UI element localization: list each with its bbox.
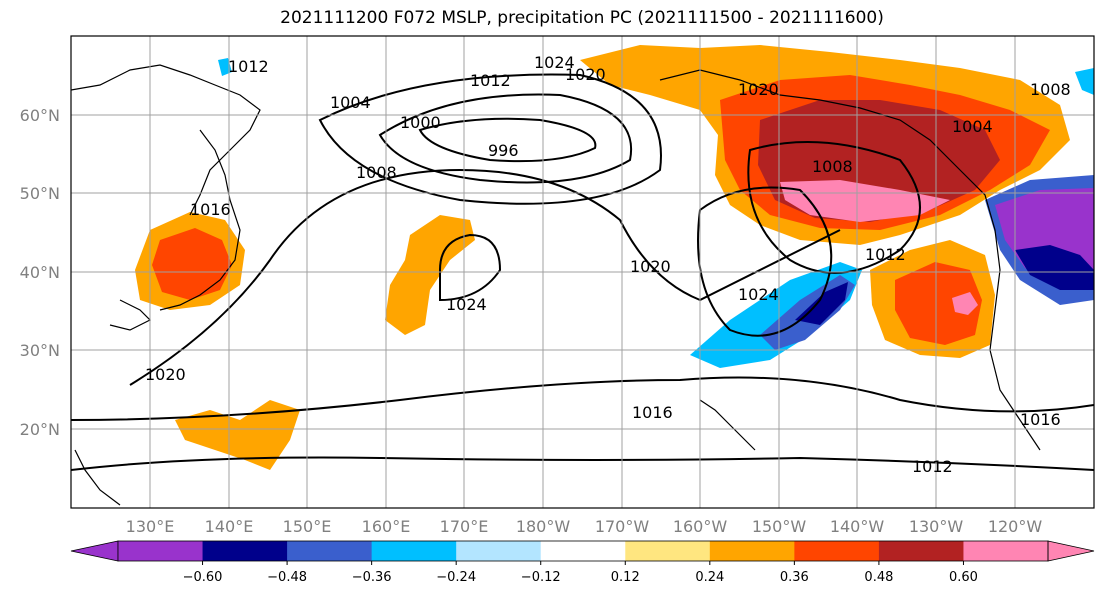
colorbar-bin [371, 541, 457, 561]
isobar-label: 996 [488, 141, 519, 160]
lon-tick-label: 140°W [830, 517, 885, 536]
map-frame [70, 35, 1095, 509]
colorbar-bin [878, 541, 964, 561]
lat-tick-label: 40°N [20, 263, 60, 282]
isobar-label: 1024 [534, 53, 575, 72]
coastline-philippines [74, 449, 121, 506]
colorbar-tick-label: 0.36 [780, 570, 809, 585]
isobar-label: 1012 [470, 71, 511, 90]
coastline-hawaii [699, 399, 756, 451]
lon-tick-label: 180°W [516, 517, 571, 536]
isobar-label: 1008 [812, 157, 853, 176]
lon-tick-label: 130°W [909, 517, 964, 536]
isobar-labels: 1012 1024 1020 1012 1004 1000 996 1008 1… [145, 53, 1071, 476]
precip-positive-subtropics [175, 400, 300, 470]
colorbar-tick-label: 0.60 [949, 570, 978, 585]
isobar-1024-east [697, 186, 833, 337]
colorbar-outline [117, 540, 1049, 562]
colorbar-bin [625, 541, 711, 561]
colorbar-bin [709, 541, 795, 561]
isobar-label: 1016 [190, 200, 231, 219]
isobar-1016 [71, 376, 1094, 421]
coastline-japan [159, 129, 241, 311]
precip-negative-pnw-navy [1015, 245, 1094, 290]
isobar-label: 1012 [865, 245, 906, 264]
coastline-asia [71, 64, 261, 216]
lat-tick-label: 30°N [20, 341, 60, 360]
colorbar-bin [202, 541, 288, 561]
lon-tick-label: 160°E [362, 517, 411, 536]
colorbar-tick-label: 0.12 [611, 570, 640, 585]
lon-tick-label: 140°E [205, 517, 254, 536]
colorbar-tick-label: 0.48 [864, 570, 893, 585]
precip-fill-layer [135, 45, 1094, 470]
isobar-1000 [378, 93, 633, 184]
colorbar-extend-max [1047, 540, 1095, 562]
isobar-label: 1000 [400, 113, 441, 132]
isobar-label: 1024 [738, 285, 779, 304]
coastline-north-america [659, 69, 1041, 451]
coastline-layer [71, 64, 1041, 506]
lon-tick-label: 170°E [440, 517, 489, 536]
isobar-label: 1008 [1030, 80, 1071, 99]
precip-positive-alaska-pink [780, 180, 950, 222]
lon-axis: 130°E 140°E 150°E 160°E 170°E 180°W 170°… [126, 517, 1043, 536]
lon-tick-label: 170°W [595, 517, 650, 536]
lon-tick-label: 130°E [126, 517, 175, 536]
lon-tick-label: 160°W [673, 517, 728, 536]
colorbar-tick-label: 0.24 [695, 570, 724, 585]
colorbar-bin [118, 541, 204, 561]
isobar-label: 1008 [356, 163, 397, 182]
colorbar-extend-min [70, 540, 119, 562]
isobar-label: 1020 [145, 365, 186, 384]
isobar-label: 1024 [446, 295, 487, 314]
isobar-label: 1020 [738, 80, 779, 99]
isobar-label: 1004 [952, 117, 993, 136]
colorbar-bin [456, 541, 542, 561]
lat-axis: 60°N 50°N 40°N 30°N 20°N [20, 106, 60, 439]
precip-negative-alaska-ne [1075, 68, 1094, 95]
isobar-1008-alaska [747, 141, 921, 274]
colorbar-tick-label: −0.24 [436, 570, 476, 585]
colorbar-tick-label: −0.60 [183, 570, 223, 585]
lon-tick-label: 120°W [988, 517, 1043, 536]
isobar-label: 1012 [912, 457, 953, 476]
colorbar-bin [287, 541, 373, 561]
map-content: 1012 1024 1020 1012 1004 1000 996 1008 1… [71, 36, 1094, 508]
isobar-label: 1004 [330, 93, 371, 112]
isobar-label: 1016 [632, 403, 673, 422]
lat-tick-label: 20°N [20, 420, 60, 439]
map-title: 2021111200 F072 MSLP, precipitation PC (… [280, 8, 884, 28]
isobar-label: 1020 [565, 65, 606, 84]
colorbar-bin [963, 541, 1049, 561]
isobar-label: 1012 [228, 57, 269, 76]
isobar-1012-south [71, 456, 1094, 471]
precip-positive-japan-red [152, 228, 232, 300]
precip-positive-westcoast-pink [952, 292, 978, 315]
lon-tick-label: 150°W [752, 517, 807, 536]
colorbar-tick-label: −0.12 [521, 570, 561, 585]
precip-positive-westcoast-red [895, 262, 982, 345]
isobar-layer [71, 73, 1094, 471]
lon-tick-label: 150°E [283, 517, 332, 536]
precip-positive-central [385, 215, 475, 335]
graticule [71, 36, 1094, 508]
colorbar-tick-label: −0.36 [352, 570, 392, 585]
lat-tick-label: 50°N [20, 184, 60, 203]
colorbar-bin [540, 541, 626, 561]
isobar-label: 1016 [1020, 410, 1061, 429]
colorbar-tick-label: −0.48 [267, 570, 307, 585]
colorbar-bin [794, 541, 880, 561]
colorbar: −0.60 −0.48 −0.36 −0.24 −0.12 0.12 0.24 0.36 0.4… [70, 540, 1095, 585]
isobar-1020 [129, 168, 841, 386]
isobar-1004 [318, 73, 662, 205]
isobar-996 [418, 117, 597, 163]
isobar-1024-high [439, 233, 502, 302]
isobar-label: 1020 [630, 257, 671, 276]
lat-tick-label: 60°N [20, 106, 60, 125]
